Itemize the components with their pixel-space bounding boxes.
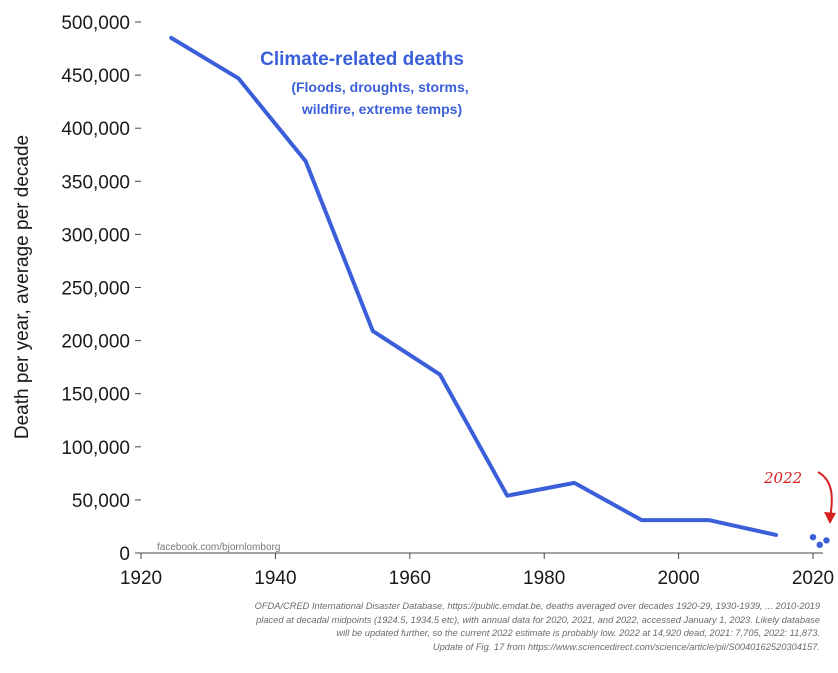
x-tick-label: 2000 — [657, 568, 699, 589]
annual-data-point — [823, 537, 830, 544]
y-tick-label: 50,000 — [72, 491, 130, 512]
annotation-arrow — [817, 471, 833, 519]
y-tick-label: 500,000 — [61, 13, 130, 34]
x-tick-label: 1920 — [120, 568, 162, 589]
y-tick-label: 100,000 — [61, 438, 130, 459]
chart: 0 50,000 100,000 150,000 200,000 250,000 300,0… — [12, 13, 836, 589]
y-tick-label: 200,000 — [61, 332, 130, 353]
y-tick-label: 400,000 — [61, 119, 130, 140]
x-tick-label: 2020 — [792, 568, 834, 589]
series-label: Climate-related deaths — [260, 49, 464, 70]
source-note-line-4: Update of Fig. 17 from https://www.scien… — [432, 641, 820, 652]
y-tick-label: 0 — [119, 544, 130, 565]
series-description-line-2: wildfire, extreme temps) — [301, 101, 462, 117]
source-note: OFDA/CRED International Disaster Databas… — [20, 600, 820, 654]
y-tick-label: 300,000 — [61, 225, 130, 246]
annual-data-point — [809, 533, 817, 541]
y-tick-label: 150,000 — [61, 385, 130, 406]
x-tick-label: 1940 — [254, 568, 296, 589]
axes: 0 50,000 100,000 150,000 200,000 250,000 300,0… — [61, 13, 834, 589]
watermark: facebook.com/bjornlomborg — [157, 542, 280, 553]
source-note-line-3: will be updated further, so the current … — [336, 628, 820, 639]
y-tick-label: 450,000 — [61, 66, 130, 87]
y-axis-label: Death per year, average per decade — [12, 135, 33, 439]
annual-data-point — [816, 541, 823, 549]
x-tick-label: 1980 — [523, 568, 565, 589]
series-line-climate-related-deaths — [169, 35, 778, 537]
x-tick-label: 1960 — [389, 568, 431, 589]
source-note-line-1: OFDA/CRED International Disaster Databas… — [254, 601, 820, 611]
annotation-2022: 2022 — [763, 469, 802, 487]
y-tick-label: 250,000 — [61, 279, 130, 300]
series-description-line-1: (Floods, droughts, storms, — [291, 79, 468, 95]
plot-marks — [169, 35, 830, 549]
annotation-arrowhead — [824, 512, 836, 524]
source-note-line-2: placed at decadal midpoints (1924.5, 193… — [256, 614, 820, 625]
y-tick-label: 350,000 — [61, 172, 130, 193]
